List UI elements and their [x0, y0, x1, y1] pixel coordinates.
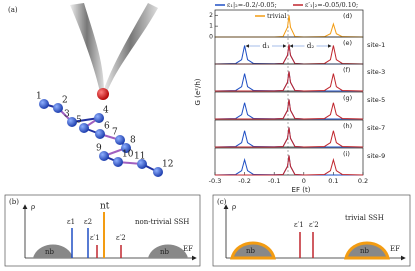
plots: (d) 0 1 2 trivial (e) site-1 ε₁|₂=-0.2/-0.05; ε′…	[209, 1, 386, 185]
level-label: ε′2	[116, 234, 126, 242]
site-label: site-7	[367, 124, 385, 132]
atom	[79, 123, 89, 133]
panel-label: (e)	[343, 39, 352, 47]
plot-frame	[214, 147, 364, 176]
line	[215, 127, 364, 148]
panel-label: (f)	[343, 66, 350, 74]
level-label: ε1	[67, 218, 75, 226]
panel-label: (d)	[343, 12, 352, 20]
y-tick-label: 2	[209, 12, 213, 19]
legend-label: ε₁|₂=-0.2/-0.05;	[227, 1, 277, 9]
band-label: nb	[160, 248, 170, 256]
axis-label: ρ	[31, 203, 35, 211]
site-number: 11	[134, 152, 145, 162]
line	[215, 71, 364, 92]
panel-label: (g)	[343, 94, 352, 102]
site-number: 9	[96, 144, 102, 154]
atom	[153, 167, 163, 177]
atom	[121, 143, 131, 153]
x-axis-label: EF (t)	[292, 186, 311, 194]
site-number: 8	[130, 136, 136, 146]
y-tick-label: 0	[209, 34, 213, 41]
level-label: ε′1	[90, 234, 100, 242]
site-label: site-3	[367, 68, 385, 76]
phase-label: trivial SSH	[345, 214, 384, 222]
phase-label: non-trivial SSH	[135, 218, 189, 226]
atom	[115, 135, 125, 145]
x-tick-label: -0.1	[268, 177, 281, 185]
atom	[99, 151, 109, 161]
atom	[95, 129, 105, 139]
site-number: 5	[76, 116, 82, 126]
bulk-band	[230, 241, 276, 260]
panel-label: (i)	[343, 150, 350, 158]
level-label: ε2	[84, 218, 92, 226]
site-label: site-1	[367, 41, 385, 49]
plot-frame	[214, 119, 364, 148]
line	[215, 99, 364, 120]
bulk-band	[33, 244, 73, 258]
plot-frame	[214, 63, 364, 92]
bulk-band	[344, 241, 390, 260]
panel-frame	[212, 194, 411, 267]
band-label: nb	[360, 247, 370, 255]
line	[215, 44, 364, 65]
axis-label: EF	[183, 245, 193, 253]
x-tick-label: -0.2	[238, 177, 251, 185]
axis-label: ρ	[232, 203, 236, 211]
plot-frame	[214, 9, 364, 38]
x-tick-label: -0.3	[209, 177, 222, 185]
panel-label: (c)	[217, 198, 227, 206]
atom	[53, 103, 63, 113]
band-label: nb	[45, 248, 55, 256]
site-number: 10	[122, 150, 134, 160]
line	[215, 15, 364, 38]
atom	[113, 157, 123, 167]
panel-label: (h)	[343, 122, 352, 130]
axis-label: EF	[390, 245, 400, 253]
tip	[70, 3, 104, 92]
plot-frame	[214, 91, 364, 120]
site-number: 2	[62, 96, 68, 106]
legend-label: ε′₁|₂=-0.05/0.10;	[305, 1, 358, 9]
site-number: 1	[36, 92, 42, 102]
site-number: 6	[104, 122, 110, 132]
legend-label: trivial	[267, 12, 287, 20]
site-number: 4	[103, 106, 109, 116]
site-number: 7	[112, 128, 118, 138]
band-label: nb	[246, 247, 256, 255]
panel-frame	[4, 194, 201, 267]
x-tick-label: 0.1	[328, 177, 338, 185]
atom	[94, 113, 104, 123]
bulk-band	[148, 244, 188, 258]
panel-label: (a)	[8, 6, 18, 14]
x-tick-label: 0	[302, 177, 306, 185]
y-axis-label: G (e²/h)	[194, 78, 202, 105]
level-label: ε′2	[309, 221, 319, 229]
site-number: 3	[64, 110, 70, 120]
plot-frame	[214, 36, 364, 65]
tip-atom	[97, 88, 109, 100]
level-label: nt	[100, 202, 110, 212]
x-tick-label: 0.2	[358, 177, 368, 185]
panel-label: (b)	[9, 198, 19, 206]
atom	[39, 99, 49, 109]
site-label: site-9	[367, 152, 385, 160]
line	[215, 155, 364, 176]
site-label: site-5	[367, 96, 385, 104]
y-tick-label: 1	[209, 23, 213, 30]
site-number: 12	[162, 160, 173, 170]
tip	[103, 3, 158, 92]
distance-label: d₁	[262, 42, 269, 50]
atom	[67, 117, 77, 127]
atom	[137, 159, 147, 169]
level-label: ε′1	[294, 221, 304, 229]
distance-label: d₂	[307, 42, 314, 50]
